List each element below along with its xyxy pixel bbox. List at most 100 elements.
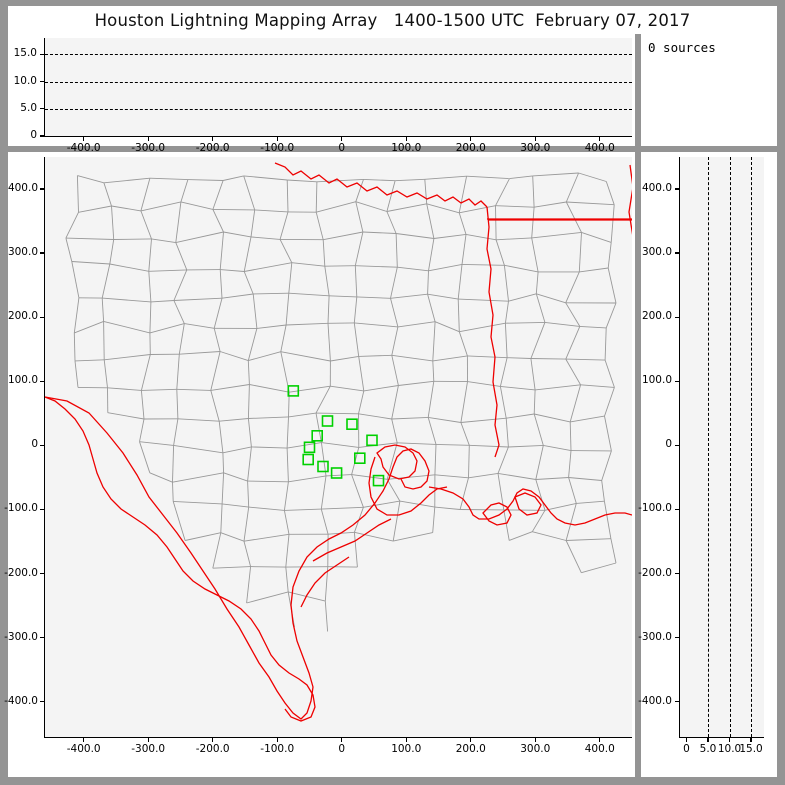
side-x-axis-line — [679, 737, 764, 739]
alt-x-tick-label: -400.0 — [66, 142, 101, 154]
alt-x-tick-label: 100.0 — [391, 142, 422, 154]
map-y-tick — [40, 252, 45, 254]
side-x-tick — [750, 737, 752, 742]
source-count-panel: 0 sources — [641, 34, 777, 146]
map-y-tick-label: -200.0 — [4, 566, 38, 579]
map-x-tick — [599, 737, 601, 742]
side-y-tick — [675, 188, 680, 190]
altitude-vs-y-panel: -400.0 -300.0 -200.0 -100.0 0 100.0 200.0 300.0… — [638, 152, 777, 777]
map-y-tick-label: 0 — [31, 438, 38, 451]
side-x-tick — [728, 737, 731, 742]
altitude-vs-x-plot-area — [45, 38, 632, 136]
map-x-tick — [534, 737, 536, 742]
state-borders — [45, 162, 632, 722]
alt-y-tick-label: 15.0 — [13, 47, 37, 60]
map-y-tick-label: -400.0 — [4, 694, 38, 707]
map-x-tick — [276, 737, 278, 742]
lma-station-marker — [372, 474, 385, 487]
alt-x-tick — [599, 136, 601, 141]
side-y-tick — [675, 252, 680, 254]
map-y-axis-line — [44, 157, 46, 738]
alt-y-axis-line — [44, 38, 46, 137]
map-y-tick-label: 400.0 — [7, 182, 38, 195]
alt-gridline — [45, 81, 632, 83]
map-x-tick-label: 200.0 — [455, 743, 486, 755]
alt-x-tick-label: 0 — [338, 142, 346, 154]
map-x-tick-label: -200.0 — [195, 743, 230, 755]
map-x-tick-label: 100.0 — [391, 743, 422, 755]
side-y-tick-label: 100.0 — [641, 374, 672, 387]
side-y-tick-label: 200.0 — [641, 310, 672, 323]
side-x-tick-label: 15.0 — [739, 743, 763, 755]
side-y-tick-label: -200.0 — [638, 566, 672, 579]
alt-x-tick — [534, 136, 536, 141]
map-y-tick-label: 300.0 — [7, 246, 38, 259]
lma-station-marker — [317, 460, 329, 473]
side-y-tick — [675, 380, 680, 382]
alt-x-tick — [147, 136, 149, 141]
alt-x-tick-label: 300.0 — [520, 142, 551, 154]
alt-x-tick — [341, 136, 343, 141]
side-gridline — [751, 157, 753, 737]
alt-x-tick-label: -100.0 — [260, 142, 295, 154]
lma-station-marker — [311, 429, 324, 442]
side-y-tick — [675, 636, 680, 639]
page-title: Houston Lightning Mapping Array 1400-150… — [94, 10, 691, 30]
lma-station-marker — [366, 434, 378, 447]
altitude-vs-y-plot-area — [680, 157, 764, 737]
map-x-tick — [147, 737, 149, 742]
side-y-tick-label: -400.0 — [638, 694, 672, 707]
map-x-tick-label: -300.0 — [131, 743, 166, 755]
alt-gridline — [45, 108, 632, 110]
side-y-tick — [675, 316, 680, 318]
map-y-tick-label: 200.0 — [7, 310, 38, 323]
side-y-tick — [675, 701, 680, 703]
side-x-tick — [685, 737, 688, 742]
alt-x-tick-label: 200.0 — [455, 142, 486, 154]
map-geography-svg — [45, 162, 632, 722]
map-x-tick-label: -400.0 — [66, 743, 101, 755]
alt-y-tick — [40, 80, 45, 83]
side-y-tick — [675, 508, 680, 511]
map-y-tick — [40, 701, 45, 703]
map-y-tick-label: -100.0 — [4, 502, 38, 515]
side-y-tick-label: 0 — [665, 438, 672, 451]
alt-x-tick — [470, 136, 472, 141]
alt-x-tick-label: 400.0 — [584, 142, 615, 154]
map-plot-area[interactable] — [45, 157, 632, 737]
map-y-tick — [40, 380, 45, 382]
map-x-tick-label: 400.0 — [584, 743, 615, 755]
side-x-tick-label: 0 — [683, 743, 690, 755]
side-y-tick-label: -300.0 — [638, 630, 672, 643]
map-y-tick — [40, 188, 45, 190]
side-y-tick — [675, 572, 680, 575]
alt-x-tick — [405, 136, 407, 141]
side-gridline — [729, 157, 731, 737]
map-y-tick — [40, 316, 45, 318]
side-y-axis-line — [679, 157, 681, 738]
alt-y-tick-label: 5.0 — [20, 101, 37, 114]
side-y-tick-label: 300.0 — [641, 246, 672, 259]
lma-station-marker — [303, 441, 316, 454]
lma-station-markers — [287, 385, 385, 487]
map-x-tick-label: -100.0 — [260, 743, 295, 755]
county-borders — [65, 172, 617, 632]
alt-x-tick-label: -300.0 — [131, 142, 166, 154]
lma-station-marker — [302, 453, 315, 466]
alt-y-tick — [40, 108, 45, 110]
lma-station-marker — [346, 418, 358, 431]
alt-x-tick-label: -200.0 — [195, 142, 230, 154]
alt-y-tick-label: 0 — [30, 129, 37, 141]
map-y-tick — [40, 508, 45, 511]
map-y-tick — [40, 636, 45, 639]
side-gridline — [708, 157, 709, 737]
plan-view-map-panel: -400.0 -300.0 -200.0 -100.0 0 100.0 200.0 300.0… — [4, 152, 635, 777]
map-x-tick — [470, 737, 472, 742]
title-bar: Houston Lightning Mapping Array 1400-150… — [8, 6, 777, 34]
map-y-tick-label: -300.0 — [4, 630, 38, 643]
map-x-tick — [212, 737, 214, 742]
map-x-tick-label: 300.0 — [520, 743, 551, 755]
side-x-tick — [707, 737, 709, 742]
side-x-tick-label: 5.0 — [699, 743, 717, 755]
alt-y-tick — [40, 135, 45, 137]
